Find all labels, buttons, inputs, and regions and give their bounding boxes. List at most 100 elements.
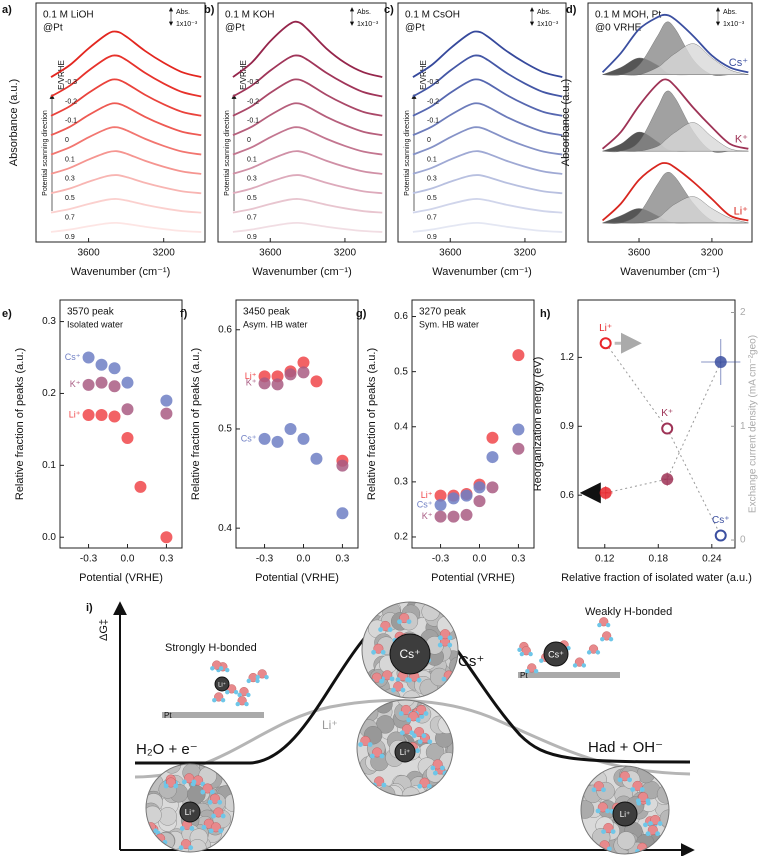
point — [661, 422, 674, 435]
series-label: 0 — [247, 137, 251, 144]
spectrum — [232, 174, 383, 195]
panel-subtitle: Isolated water — [67, 319, 123, 329]
point — [108, 380, 121, 393]
point — [160, 531, 173, 544]
hydrogen — [430, 765, 436, 771]
oxygen — [402, 724, 413, 735]
spectrum — [232, 20, 383, 78]
point — [486, 481, 499, 494]
point — [95, 358, 108, 371]
oxygen — [419, 777, 430, 788]
hydrogen — [451, 676, 456, 682]
spectrum — [50, 198, 202, 214]
hydrogen — [220, 813, 226, 819]
point — [121, 403, 134, 416]
series-label: 0 — [65, 137, 69, 144]
hydrogen — [639, 787, 645, 792]
hydrogen — [218, 666, 224, 671]
spectrum — [232, 78, 383, 117]
spectrum — [232, 198, 383, 214]
hydrogen — [600, 636, 605, 642]
series-label: -0.3 — [427, 79, 439, 86]
series-label: -0.1 — [427, 118, 439, 125]
electrode-label: Pt — [164, 711, 172, 720]
curve-label: Li⁺ — [322, 718, 338, 732]
spectrum — [50, 78, 202, 117]
hydrogen — [415, 717, 421, 723]
hydrogen — [643, 822, 648, 828]
legend-title: E/VRHE — [239, 60, 248, 90]
x-tick-label: 3200 — [334, 248, 357, 259]
series-label: Li⁺ — [421, 490, 433, 500]
x-tick-label: -0.3 — [256, 554, 274, 565]
hydrogen — [395, 677, 401, 683]
series-label: Li⁺ — [245, 371, 257, 381]
spectrum — [50, 54, 202, 98]
hydrogen — [369, 753, 375, 759]
fit-component — [602, 122, 749, 152]
hydrogen — [207, 799, 213, 805]
hydrogen — [152, 839, 158, 845]
spectrum — [50, 221, 202, 233]
spectrum — [232, 126, 383, 156]
point — [82, 378, 95, 391]
note: Strongly H-bonded — [165, 642, 257, 654]
hydrogen — [608, 636, 614, 642]
ion-label: Li⁺ — [400, 748, 410, 757]
panel: b) 3600 3200 0.1 M KOH @Pt Wavenumber (cm⁻¹) A… — [204, 2, 387, 278]
series-label: -0.1 — [247, 118, 259, 125]
x-tick-label: 0.3 — [159, 554, 173, 565]
plot-frame — [35, 2, 206, 243]
spectrum — [232, 102, 383, 137]
panel: a) 3600 3200 0.1 M LiOH @Pt Wavenumber (cm⁻¹)… — [2, 2, 206, 278]
point — [95, 376, 108, 389]
spectrum — [412, 221, 563, 233]
direction-label: Potential scanning direction — [404, 110, 411, 196]
hydrogen — [539, 658, 544, 663]
plot-frame — [411, 299, 535, 549]
hydrogen — [407, 677, 412, 683]
series-label: -0.3 — [247, 79, 259, 86]
spectrum — [232, 221, 383, 233]
oxygen — [371, 672, 382, 683]
hydrogen — [657, 821, 663, 826]
hydrogen — [406, 619, 412, 625]
oxygen — [401, 704, 412, 715]
x-axis-label: Wavenumber (cm⁻¹) — [432, 266, 532, 278]
hydrogen — [415, 748, 420, 754]
series-label: 0.5 — [65, 195, 75, 202]
series-label: Cs⁺ — [65, 352, 81, 362]
y-tick-label: 1.2 — [560, 352, 574, 363]
oxygen — [597, 802, 608, 813]
atom — [581, 800, 595, 819]
series-label: 0.3 — [247, 176, 257, 183]
x-tick-label: 3600 — [77, 248, 100, 259]
hydrogen — [423, 711, 429, 716]
series-label: -0.2 — [247, 98, 259, 105]
y-tick-label: 0.5 — [394, 366, 408, 377]
point — [661, 473, 674, 486]
panel-label: e) — [2, 308, 12, 320]
x-tick-label: 0.24 — [702, 554, 722, 565]
fit-component — [602, 43, 749, 76]
series-label: 0.7 — [65, 214, 75, 221]
hydrogen — [218, 828, 224, 834]
electrode-label: Pt — [520, 671, 528, 680]
hydrogen — [437, 635, 443, 641]
point — [271, 435, 284, 448]
x-axis-label: Wavenumber (cm⁻¹) — [620, 266, 720, 278]
ion — [394, 741, 416, 763]
series-label: 0.3 — [427, 176, 437, 183]
x-axis-label: Potential (VRHE) — [255, 572, 339, 584]
hydrogen — [380, 649, 386, 655]
hydrogen — [378, 627, 383, 632]
point — [599, 486, 612, 499]
ion — [179, 801, 201, 823]
oxygen — [602, 631, 612, 641]
oxygen — [408, 711, 419, 722]
plot-frame — [577, 299, 736, 549]
y-tick-label: 0.6 — [560, 490, 574, 501]
oxygen — [165, 777, 176, 788]
point — [121, 376, 134, 389]
